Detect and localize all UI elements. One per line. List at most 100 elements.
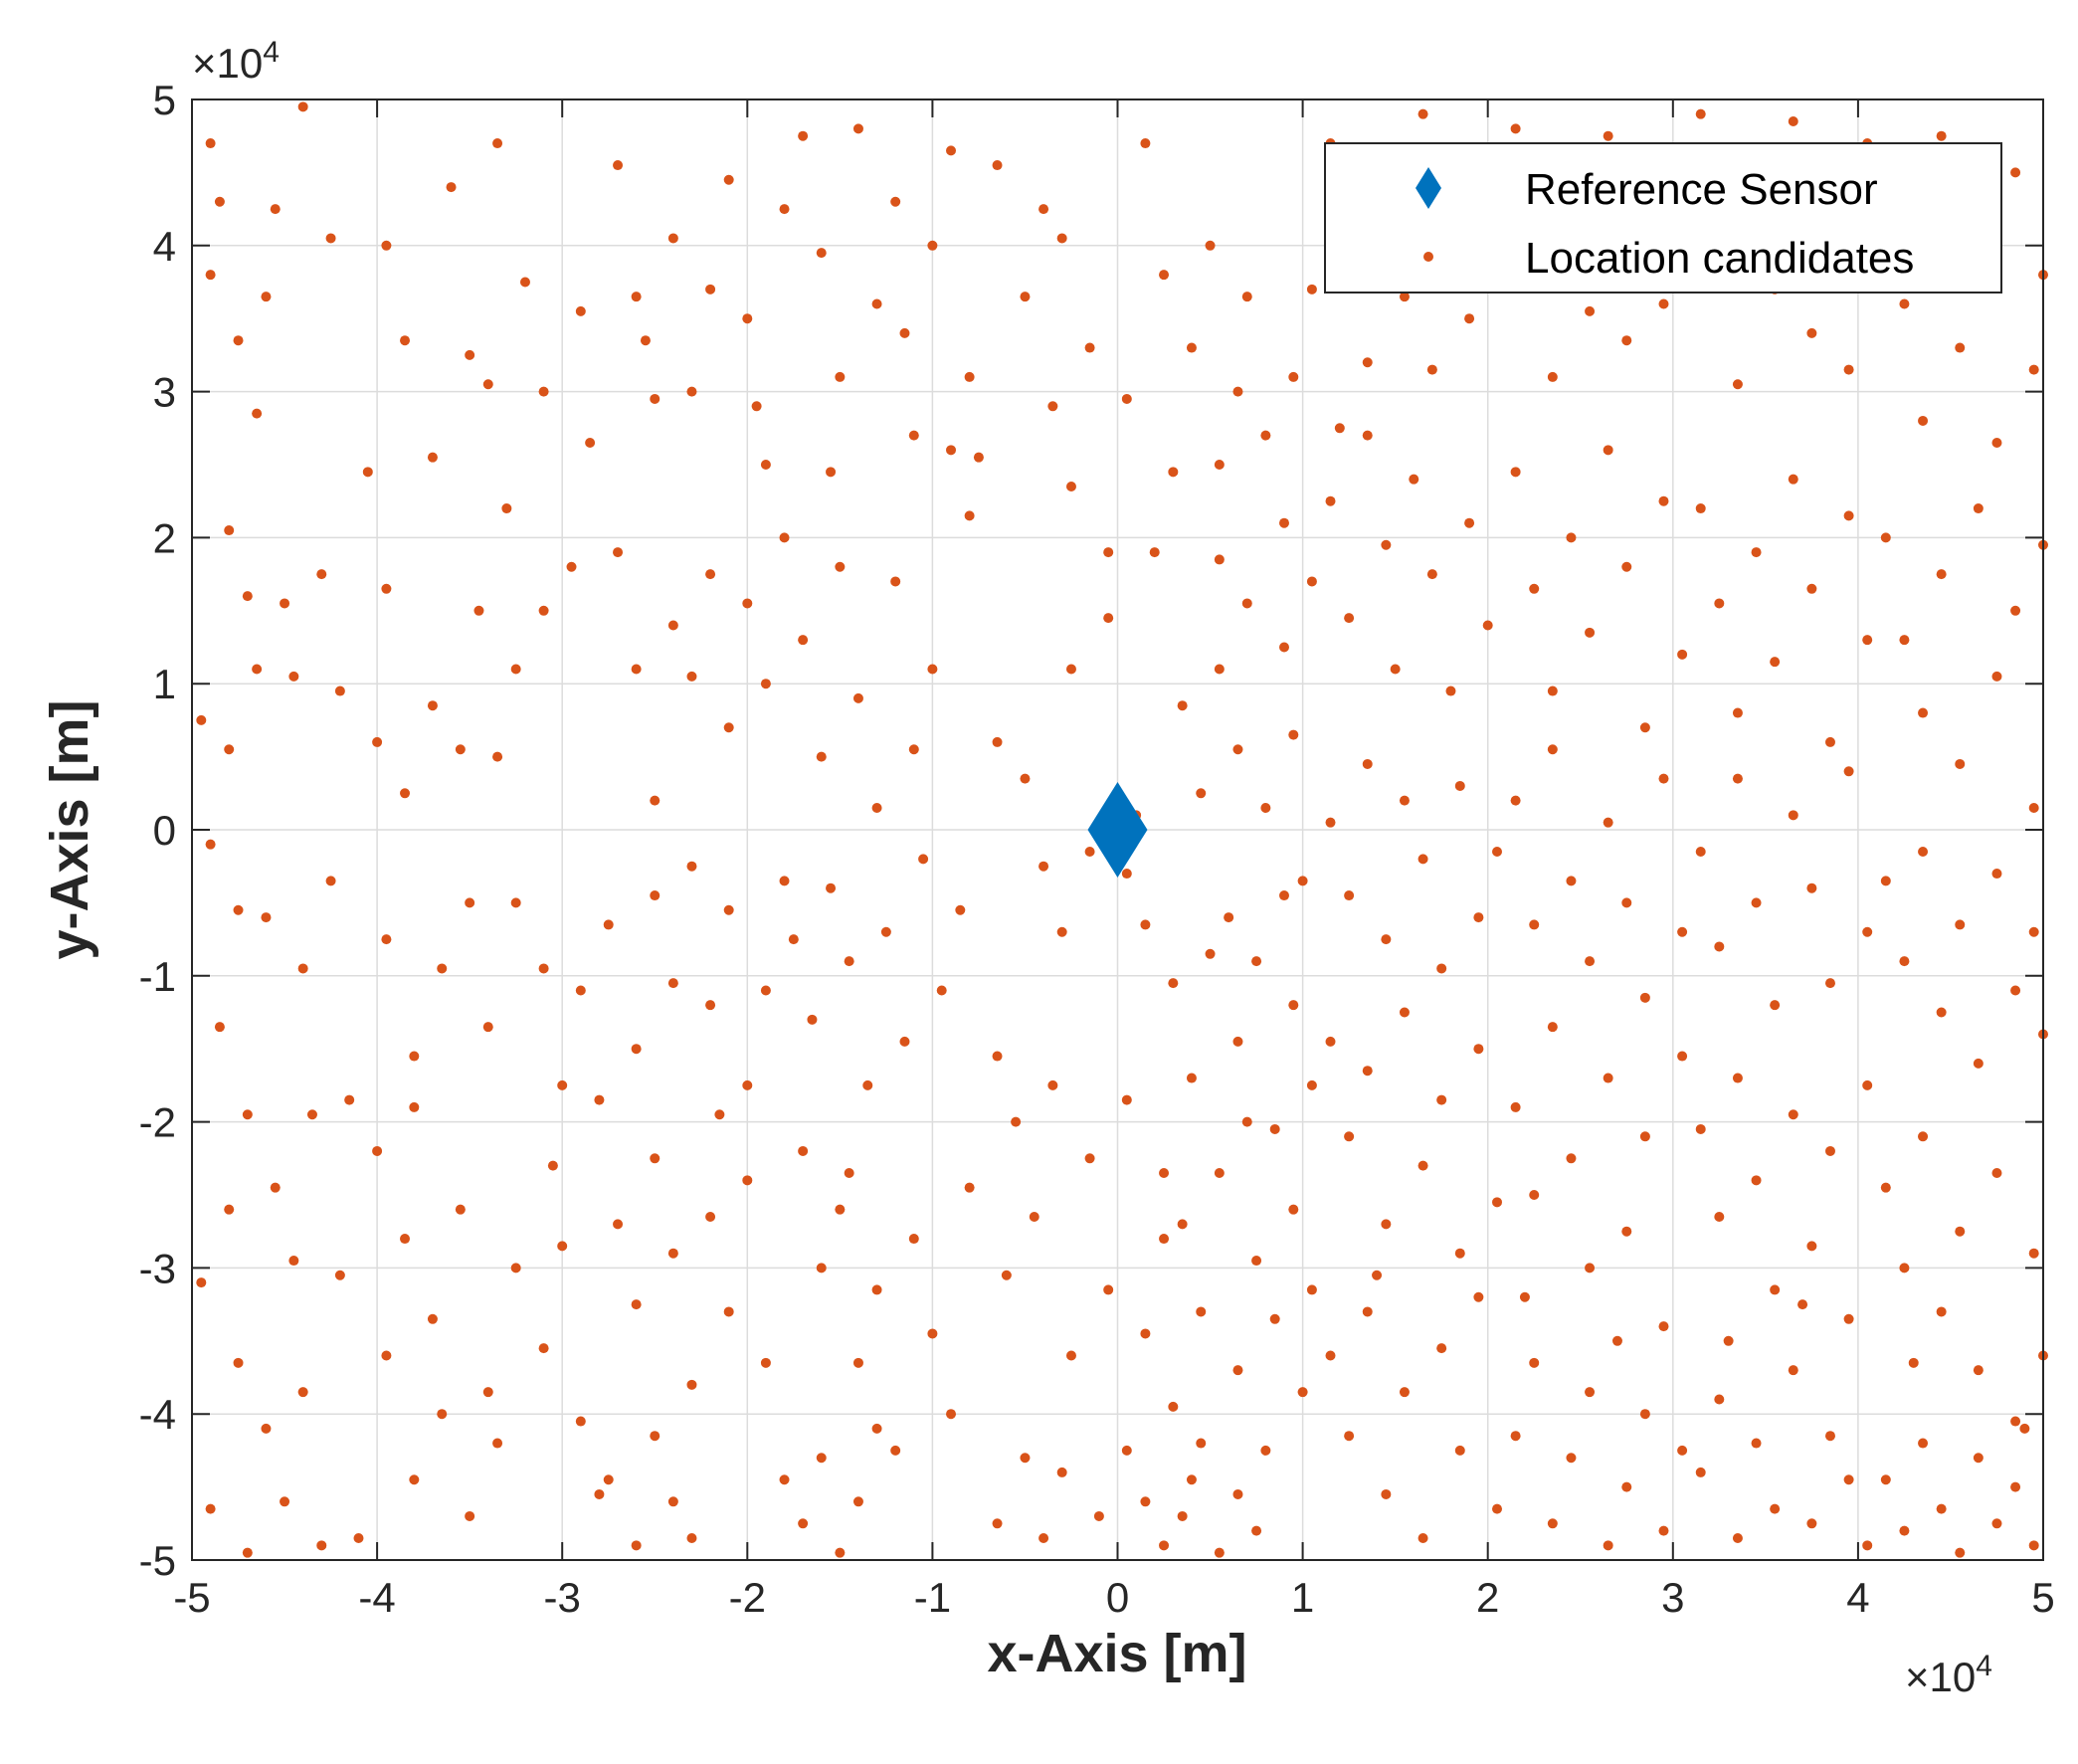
location-candidate-point — [742, 598, 753, 609]
x-tick-label: -3 — [544, 1574, 581, 1621]
location-candidate-point — [835, 1204, 846, 1215]
location-candidate-point — [1445, 686, 1456, 696]
location-candidate-point — [1084, 847, 1095, 858]
location-candidate-point — [742, 1175, 753, 1186]
location-candidate-point — [1806, 327, 1817, 338]
location-candidate-point — [1732, 707, 1743, 718]
location-candidate-point — [1232, 386, 1243, 397]
location-candidate-point — [482, 379, 493, 390]
location-candidate-point — [1011, 1116, 1022, 1127]
location-candidate-point — [1603, 817, 1613, 828]
location-candidate-point — [1121, 393, 1132, 404]
location-candidate-point — [686, 1379, 697, 1390]
location-candidate-point — [723, 174, 734, 185]
location-candidate-point — [575, 305, 586, 316]
location-candidate-point — [1695, 1467, 1706, 1477]
location-candidate-point — [899, 1036, 910, 1047]
location-candidate-point — [667, 233, 678, 244]
location-candidate-point — [1973, 1058, 1984, 1069]
location-candidate-point — [723, 1306, 734, 1317]
location-candidate-point — [1168, 1401, 1179, 1412]
y-tick-label: 0 — [153, 807, 176, 854]
location-candidate-point — [742, 1079, 753, 1090]
location-candidate-point — [1621, 897, 1632, 908]
location-candidate-point — [1362, 1306, 1373, 1317]
location-candidate-point — [316, 569, 327, 580]
location-candidate-point — [1232, 744, 1243, 755]
location-candidate-point — [1426, 364, 1437, 375]
location-candidate-point — [381, 934, 392, 945]
location-candidate-point — [1770, 1503, 1781, 1514]
location-candidate-point — [1639, 1131, 1650, 1142]
location-candidate-point — [1824, 1431, 1835, 1442]
location-candidate-point — [1695, 108, 1706, 119]
location-candidate-point — [437, 1409, 448, 1420]
location-candidate-point — [816, 1263, 827, 1274]
location-candidate-point — [1770, 1000, 1781, 1011]
location-candidate-point — [482, 1387, 493, 1398]
location-candidate-point — [1603, 130, 1613, 141]
location-candidate-point — [1436, 963, 1447, 974]
location-candidate-point — [816, 248, 827, 259]
location-candidate-point — [1547, 1518, 1558, 1529]
location-candidate-point — [1065, 482, 1076, 492]
location-candidate-point — [1547, 686, 1558, 696]
location-candidate-point — [1908, 1357, 1919, 1368]
location-candidate-point — [1510, 467, 1521, 478]
location-candidate-point — [1714, 1212, 1725, 1223]
location-candidate-point — [1205, 948, 1216, 959]
location-candidate-point — [613, 160, 624, 171]
location-candidate-point — [1196, 1306, 1207, 1317]
location-candidate-point — [325, 876, 336, 886]
location-candidate-point — [1186, 342, 1197, 353]
location-candidate-point — [1362, 357, 1373, 368]
location-candidate-point — [400, 335, 411, 346]
y-tick-label: 3 — [153, 369, 176, 416]
location-candidate-point — [2010, 1416, 2021, 1427]
legend-box — [1324, 142, 2002, 294]
location-candidate-point — [334, 1270, 345, 1280]
location-candidate-point — [826, 467, 837, 478]
location-candidate-point — [1344, 890, 1355, 901]
location-candidate-point — [242, 1109, 253, 1120]
y-exponent-label: ×104 — [192, 36, 280, 87]
location-candidate-point — [1306, 284, 1317, 294]
x-tick-label: -4 — [358, 1574, 395, 1621]
location-candidate-point — [798, 1145, 809, 1156]
location-candidate-point — [1047, 401, 1058, 412]
y-tick-label: -2 — [139, 1099, 176, 1146]
location-candidate-point — [1695, 847, 1706, 858]
location-candidate-point — [964, 1182, 975, 1193]
location-candidate-point — [2028, 926, 2039, 937]
location-candidate-point — [1196, 1438, 1207, 1449]
location-candidate-point — [482, 1022, 493, 1033]
location-candidate-point — [927, 664, 938, 675]
location-candidate-point — [1168, 467, 1179, 478]
location-candidate-point — [1232, 1365, 1243, 1376]
location-candidate-point — [788, 934, 799, 945]
location-candidate-point — [1372, 1270, 1383, 1280]
location-candidate-point — [1770, 657, 1781, 668]
location-candidate-point — [1344, 1131, 1355, 1142]
location-candidate-point — [890, 196, 901, 207]
location-candidate-point — [1056, 1467, 1067, 1477]
location-candidate-point — [575, 1416, 586, 1427]
location-candidate-point — [1751, 1438, 1762, 1449]
location-candidate-point — [1806, 882, 1817, 893]
location-candidate-point — [566, 561, 577, 572]
location-candidate-point — [1991, 869, 2002, 880]
location-candidate-point — [779, 876, 790, 886]
location-candidate-point — [723, 904, 734, 915]
location-candidate-point — [908, 1234, 919, 1245]
location-candidate-point — [760, 679, 771, 689]
location-candidate-point — [2019, 1423, 2030, 1434]
location-candidate-point — [1677, 926, 1688, 937]
location-candidate-point — [1399, 795, 1410, 806]
location-candidate-point — [1991, 671, 2002, 682]
location-candidate-point — [455, 1204, 466, 1215]
location-candidate-point — [751, 401, 762, 412]
location-candidate-point — [316, 1540, 327, 1551]
location-candidate-point — [492, 751, 503, 762]
location-candidate-point — [1658, 1321, 1669, 1332]
